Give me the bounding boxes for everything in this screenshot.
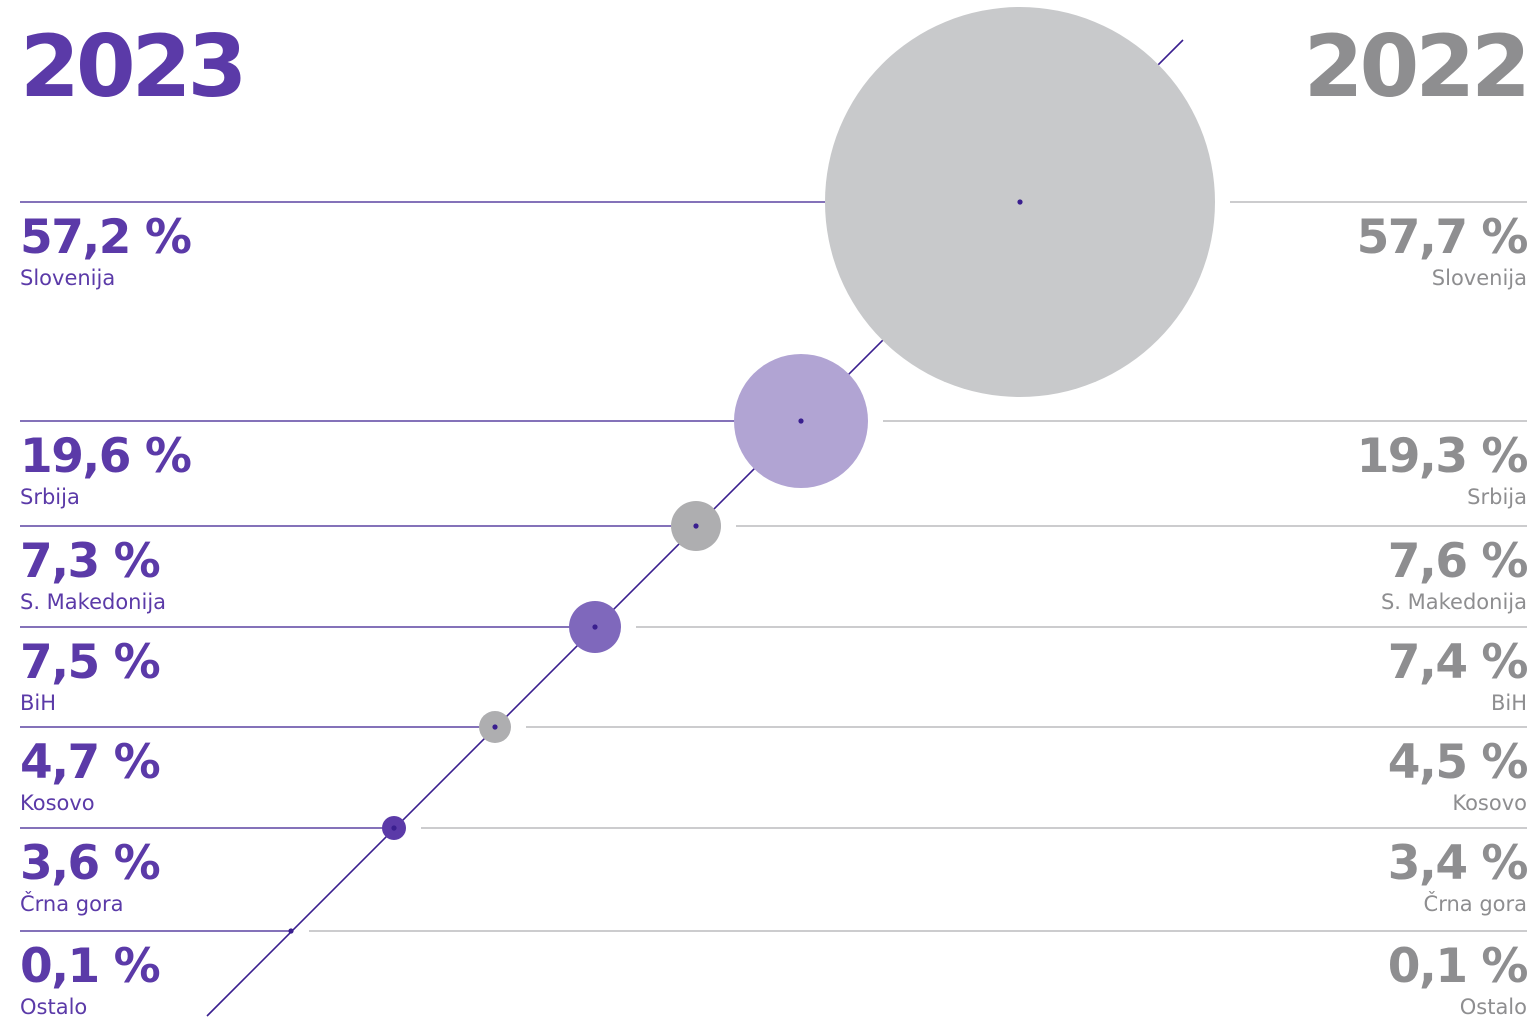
bubble-center-dot [391,825,397,831]
country-2022-label: Črna gora [1424,891,1527,916]
year-2023-label: 2023 [20,17,243,117]
value-2022-label: 3,4 % [1388,836,1528,891]
country-2022-label: Srbija [1467,485,1527,509]
value-2022-label: 19,3 % [1357,429,1528,484]
bubble-center-dot [693,523,699,529]
bubble-center-dot [592,624,598,630]
bubble-center-dot [1017,199,1023,205]
value-2023-label: 7,3 % [20,534,160,589]
country-2023-label: Kosovo [20,791,95,815]
country-2023-label: Srbija [20,485,80,509]
value-2023-label: 57,2 % [20,210,191,265]
country-2022-label: Slovenija [1432,266,1527,290]
country-2022-label: Kosovo [1452,791,1527,815]
value-2023-label: 7,5 % [20,635,160,690]
bubble-center-dot [492,724,498,730]
value-2022-label: 57,7 % [1357,210,1528,265]
bubble-center-dot [798,418,804,424]
value-2022-label: 4,5 % [1388,735,1528,790]
value-2022-label: 0,1 % [1388,939,1528,994]
bubbles [288,7,1215,934]
row-lines [20,201,1527,932]
country-2023-label: Slovenija [20,266,115,290]
value-2022-label: 7,4 % [1388,635,1528,690]
value-2022-label: 7,6 % [1388,534,1528,589]
country-2023-label: BiH [20,691,56,715]
country-2022-label: S. Makedonija [1381,590,1527,614]
country-2022-label: Ostalo [1460,995,1527,1018]
country-2022-label: BiH [1491,691,1527,715]
country-2023-label: Ostalo [20,995,87,1018]
year-2022-label: 2022 [1304,17,1527,117]
value-2023-label: 0,1 % [20,939,160,994]
bubble-center-dot [288,928,294,934]
value-2023-label: 19,6 % [20,429,191,484]
country-2023-label: S. Makedonija [20,590,166,614]
country-2023-label: Črna gora [20,891,123,916]
value-2023-label: 4,7 % [20,735,160,790]
value-2023-label: 3,6 % [20,836,160,891]
